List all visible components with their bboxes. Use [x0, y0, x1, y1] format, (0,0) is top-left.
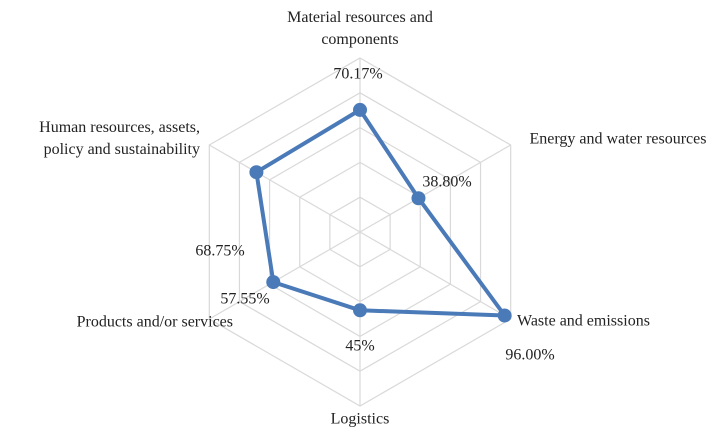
- data-point: [411, 191, 426, 206]
- data-point: [497, 308, 512, 323]
- category-label: Waste and emissions: [517, 313, 650, 330]
- data-point: [353, 303, 367, 318]
- value-label: 96.00%: [505, 347, 554, 364]
- data-point: [266, 275, 281, 290]
- category-label: Material resources and components: [287, 9, 433, 48]
- value-label: 57.55%: [220, 291, 269, 308]
- spoke: [359, 144, 511, 233]
- value-label: 45%: [345, 338, 374, 355]
- data-point: [249, 165, 264, 180]
- data-line: [254, 107, 507, 318]
- data-point: [353, 102, 367, 117]
- spoke: [209, 231, 361, 320]
- category-label-line: components: [321, 31, 398, 48]
- spoke: [359, 231, 511, 320]
- category-label: Human resources, assets, policy and susta…: [39, 119, 200, 158]
- value-label: 68.75%: [195, 243, 244, 260]
- spoke: [209, 144, 361, 233]
- value-label: 70.17%: [333, 66, 382, 83]
- category-label-line: Human resources, assets,: [39, 119, 200, 136]
- category-label: Energy and water resources: [530, 131, 707, 148]
- category-label-line: policy and sustainability: [44, 141, 200, 158]
- category-label: Products and/or services: [77, 314, 233, 331]
- value-label: 38.80%: [422, 174, 471, 191]
- category-label: Logistics: [331, 411, 390, 428]
- category-label-line: Material resources and: [287, 9, 433, 26]
